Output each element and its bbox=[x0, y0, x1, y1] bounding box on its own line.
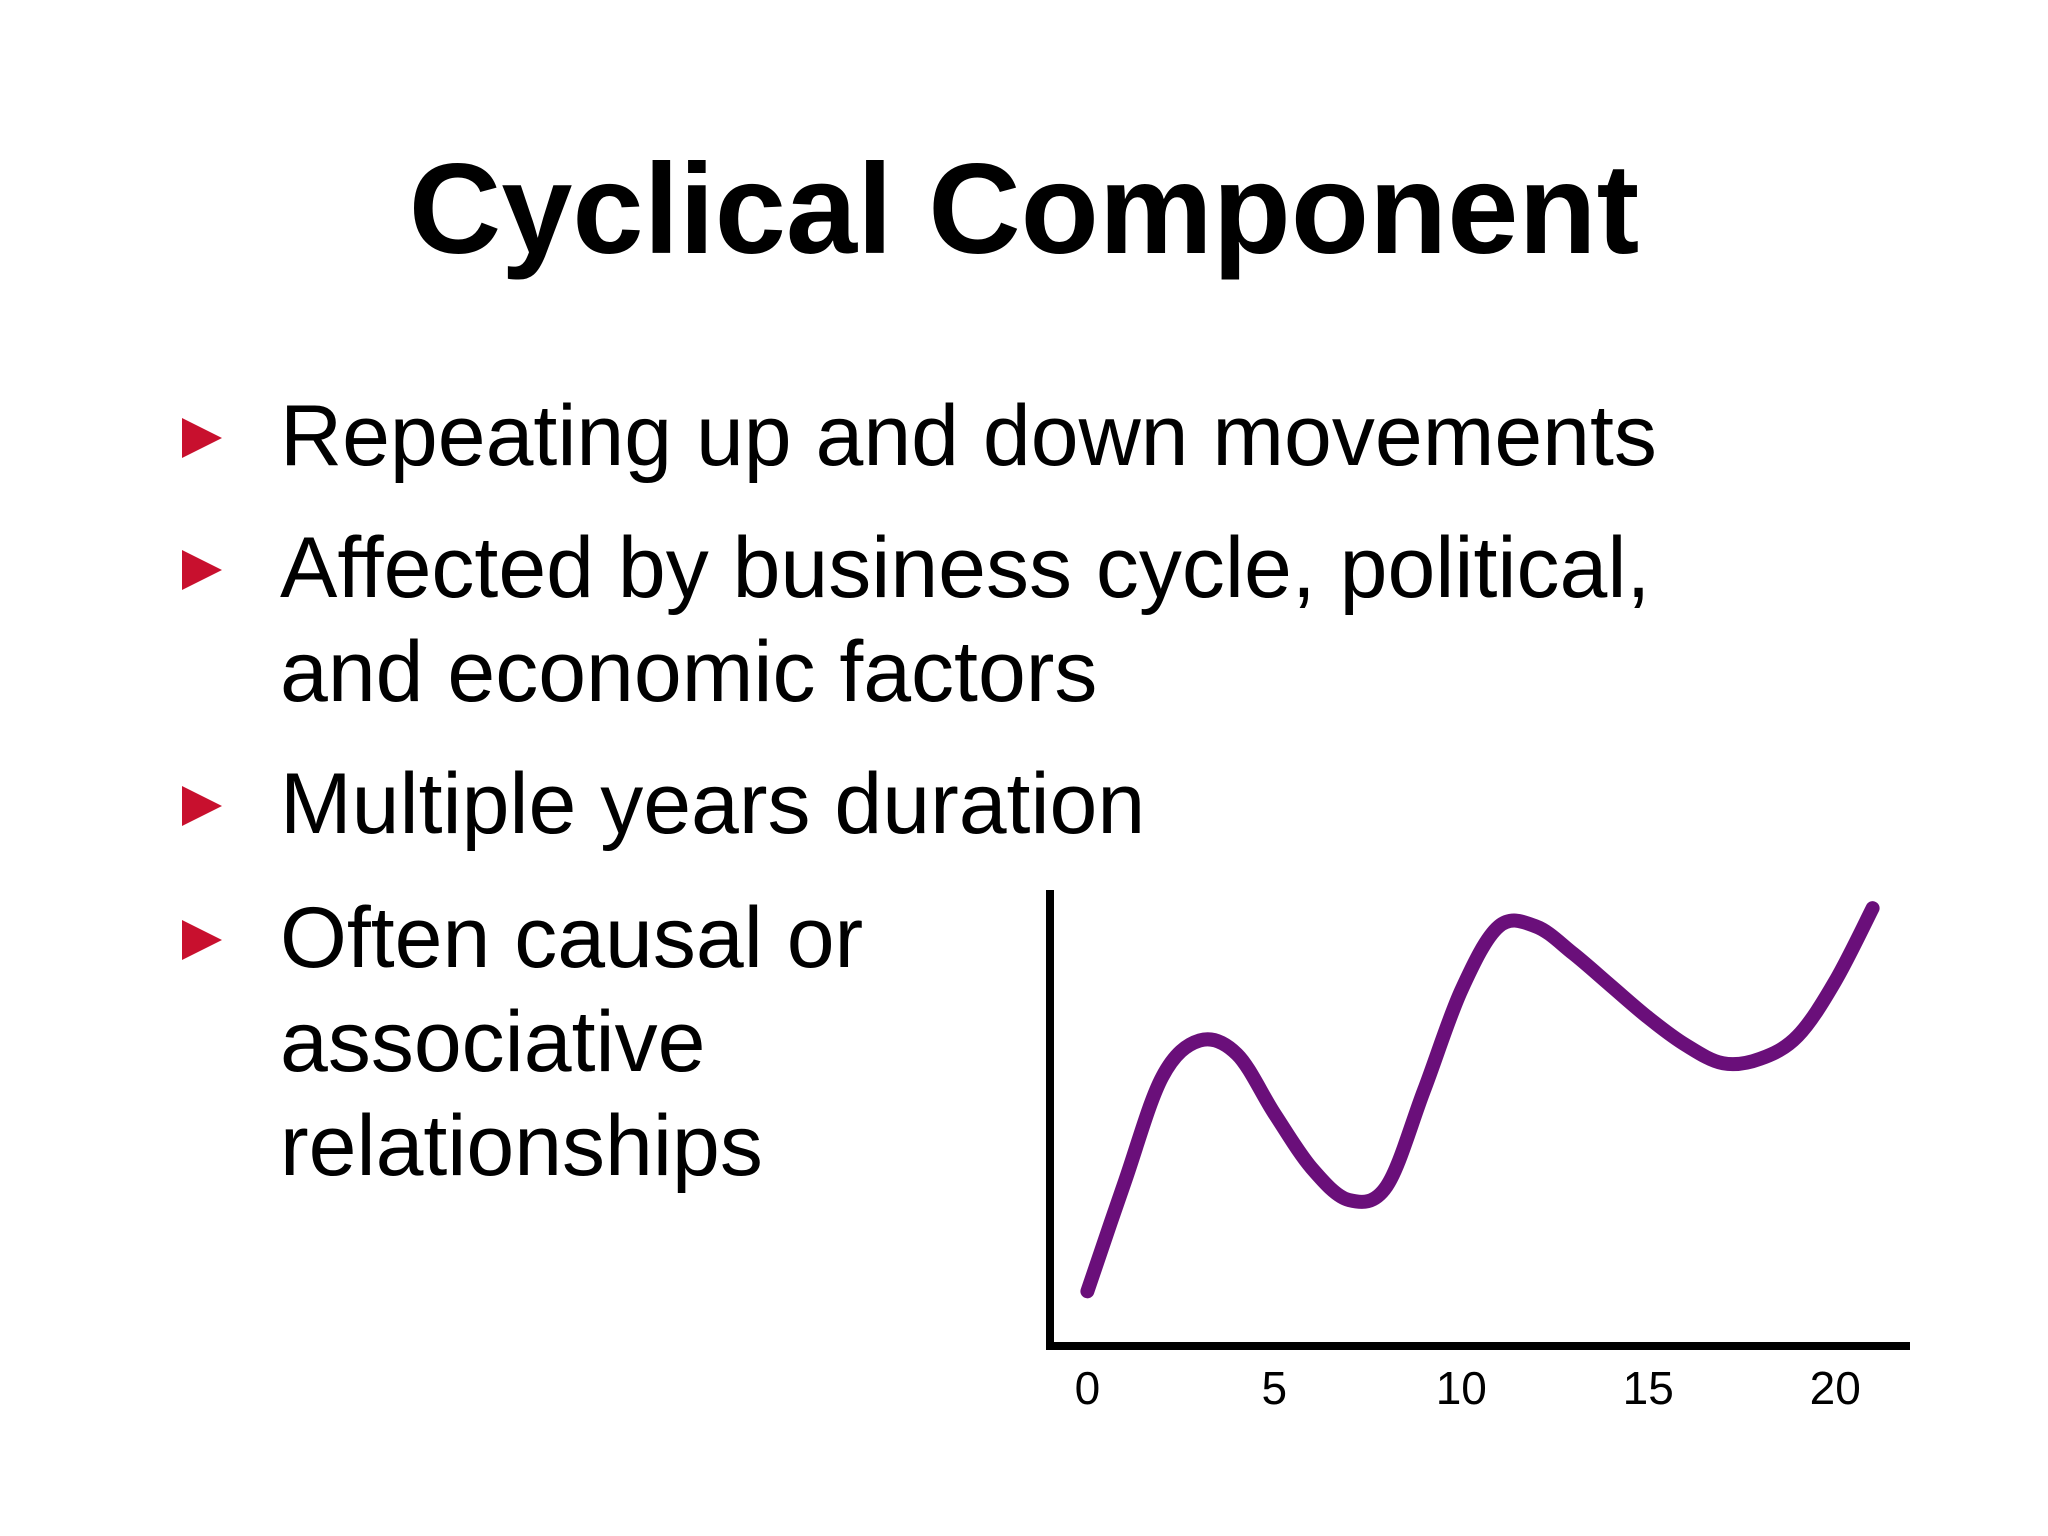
bullet-text: Often causal or associative relationship… bbox=[280, 890, 864, 1194]
bullet-text: Repeating up and down movements bbox=[280, 388, 1657, 484]
x-tick-label: 0 bbox=[1075, 1362, 1101, 1414]
x-tick-label: 5 bbox=[1262, 1362, 1288, 1414]
bullet-text: Multiple years duration bbox=[280, 756, 1146, 852]
x-tick-label: 15 bbox=[1623, 1362, 1674, 1414]
cyclical-line-chart: 0 5 10 15 20 bbox=[1046, 890, 1910, 1414]
x-tick-label: 10 bbox=[1436, 1362, 1487, 1414]
triangle-bullet-icon bbox=[182, 418, 222, 458]
triangle-bullet-icon bbox=[182, 920, 222, 960]
series-line bbox=[1080, 901, 1880, 1299]
page-title: Cyclical Component bbox=[408, 138, 1640, 281]
bullet-text: Affected by business cycle, political, a… bbox=[280, 520, 1651, 720]
x-tick-label: 20 bbox=[1810, 1362, 1861, 1414]
triangle-bullet-icon bbox=[182, 786, 222, 826]
triangle-bullet-icon bbox=[182, 550, 222, 590]
